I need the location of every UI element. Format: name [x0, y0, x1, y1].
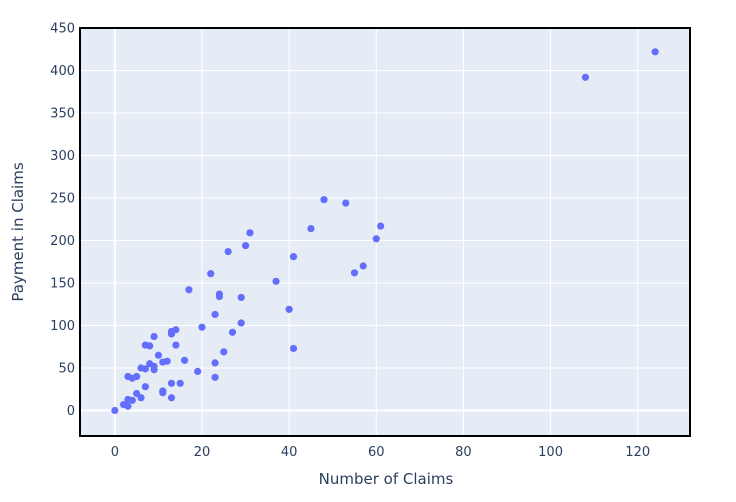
data-point	[176, 379, 184, 387]
data-point	[154, 351, 163, 359]
y-tick-label: 400	[50, 64, 75, 79]
data-point	[289, 344, 298, 353]
y-tick-label: 200	[50, 234, 75, 249]
x-tick-label: 80	[455, 445, 472, 460]
y-tick-label: 350	[50, 107, 75, 122]
data-point	[285, 305, 293, 313]
data-point	[377, 222, 385, 230]
data-point	[137, 394, 145, 402]
y-tick-labels: 0 50 100 150 200 250 300 350 400 450	[50, 22, 75, 420]
data-point	[211, 373, 219, 381]
data-point	[194, 367, 202, 375]
data-point	[228, 328, 237, 336]
y-tick-label: 50	[58, 362, 75, 377]
y-tick-label: 0	[67, 404, 75, 419]
data-point	[246, 229, 254, 237]
data-point	[111, 406, 119, 415]
x-tick-label: 20	[194, 445, 211, 460]
data-point	[180, 356, 189, 364]
data-points	[111, 48, 659, 415]
data-point	[141, 365, 149, 373]
data-point	[172, 326, 180, 334]
data-point	[237, 293, 245, 302]
data-point	[241, 242, 250, 250]
plot-background	[80, 28, 690, 436]
y-tick-label: 100	[50, 319, 75, 334]
x-tick-label: 120	[625, 445, 650, 460]
y-tick-label: 150	[50, 277, 75, 292]
data-point	[215, 293, 224, 301]
data-point	[359, 262, 367, 270]
data-point	[207, 270, 215, 278]
x-axis-title: Number of Claims	[319, 470, 454, 488]
data-point	[237, 319, 245, 327]
data-point	[211, 359, 219, 367]
y-tick-label: 300	[50, 149, 75, 164]
data-point	[146, 342, 154, 350]
x-tick-labels: 0 20 40 60 80 100 120	[111, 445, 650, 460]
y-tick-label: 250	[50, 192, 75, 207]
data-point	[211, 310, 219, 319]
data-point	[342, 199, 350, 207]
plot-frame	[79, 27, 691, 437]
data-point	[163, 357, 171, 365]
data-point	[198, 323, 206, 331]
data-point	[124, 402, 132, 410]
data-point	[185, 286, 193, 294]
data-point	[320, 196, 328, 204]
data-point	[350, 269, 359, 277]
data-point	[167, 379, 176, 387]
data-point	[150, 362, 158, 370]
data-point	[581, 73, 590, 81]
y-tick-label: 450	[50, 22, 75, 37]
data-point	[150, 332, 158, 341]
data-point	[159, 387, 167, 395]
data-point	[128, 396, 136, 404]
data-point	[141, 383, 149, 391]
data-point	[224, 247, 232, 256]
data-point	[307, 225, 315, 233]
data-point	[272, 277, 280, 285]
data-point	[289, 253, 298, 261]
y-axis-title: Payment in Claims	[9, 162, 27, 301]
data-point	[172, 341, 180, 349]
x-tick-label: 60	[368, 445, 385, 460]
data-point	[167, 394, 176, 402]
x-tick-label: 100	[538, 445, 563, 460]
data-point	[651, 48, 659, 56]
x-tick-label: 40	[281, 445, 298, 460]
data-point	[220, 348, 228, 356]
data-point	[372, 235, 380, 243]
data-point	[133, 372, 141, 381]
x-tick-label: 0	[111, 445, 119, 460]
